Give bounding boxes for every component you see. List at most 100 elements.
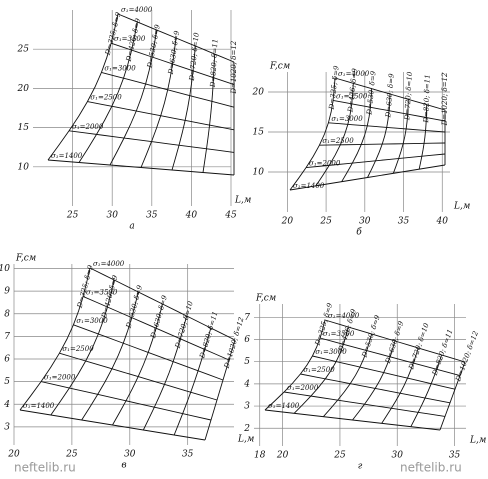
x-tick-label: 40 — [436, 217, 449, 227]
y-tick-label: 25 — [17, 45, 30, 55]
d-label: D=630; δ=9 — [167, 30, 182, 76]
panel-label: в — [121, 461, 126, 471]
sigma-label: σ₁=3000 — [331, 115, 363, 123]
sigma-label: σ₁=3000 — [104, 64, 136, 72]
d-label: D=426; δ=9 — [100, 274, 120, 320]
mesh-line — [204, 339, 236, 441]
sigma-label: σ₁=3000 — [76, 317, 108, 325]
mesh-line — [202, 53, 216, 173]
x-tick-label: 30 — [124, 450, 136, 460]
mesh-line — [439, 361, 466, 431]
sigma-label: σ₁=3500 — [323, 330, 355, 338]
sigma-label: σ₁=3500 — [336, 92, 368, 100]
d-label: D=530; δ=9 — [146, 23, 162, 69]
sigma-label: σ₁=2000 — [287, 384, 319, 392]
d-label: D=530; δ=9 — [125, 284, 145, 330]
x-axis-label: L,м — [469, 436, 486, 446]
x-tick-label: 30 — [359, 217, 371, 227]
d-label: D=720; δ=10 — [188, 32, 201, 83]
d-label: D=325; δ=9 — [76, 264, 95, 310]
x-tick-label: 35 — [449, 451, 461, 461]
sigma-label: σ₁=4000 — [121, 6, 153, 14]
mesh-line — [109, 29, 158, 166]
d-label: D=820; δ=11 — [209, 39, 220, 89]
y-tick-label: 10 — [253, 168, 265, 178]
y-tick-label: 7 — [4, 332, 10, 342]
sigma-label: σ₁=1400 — [51, 152, 83, 160]
d-label: D=325; δ=9 — [328, 65, 341, 111]
x-tick-label: 35 — [398, 217, 410, 227]
y-axis-label: F,см — [15, 254, 36, 264]
x-tick-label: 45 — [224, 211, 237, 221]
mesh-line — [171, 45, 196, 171]
watermark: neftelib.ru — [14, 461, 76, 475]
d-label: D=820; δ=11 — [422, 74, 432, 124]
y-tick-label: 7 — [244, 313, 250, 323]
sigma-label: σ₁=2500 — [62, 345, 94, 353]
y-tick-label: 3 — [244, 402, 250, 412]
y-tick-label: 15 — [18, 123, 30, 133]
sigma-label: σ₁=2000 — [72, 123, 104, 131]
watermark: neftelib.ru — [400, 461, 462, 475]
y-tick-label: 15 — [253, 128, 265, 138]
x-tick-label: 25 — [319, 217, 332, 227]
x-tick-label: 35 — [182, 450, 194, 460]
y-tick-label: 20 — [17, 84, 30, 94]
panel-label: г — [358, 462, 363, 472]
mesh-line — [381, 347, 419, 424]
y-tick-label: 10 — [18, 162, 30, 172]
x-tick-label: 18 — [254, 451, 266, 461]
y-axis-label: F,см — [269, 62, 290, 72]
x-axis-label: L,м — [453, 202, 470, 212]
x-tick-label: 20 — [7, 450, 20, 460]
d-label: D=720; δ=10 — [407, 322, 431, 372]
x-tick-label: 35 — [146, 211, 158, 221]
sigma-label: σ₁=3500 — [114, 35, 146, 43]
y-tick-label: 20 — [252, 88, 265, 98]
mesh-line — [315, 83, 354, 187]
mesh-line — [352, 340, 396, 421]
mesh-line — [410, 354, 443, 427]
y-tick-label: 6 — [244, 335, 250, 345]
x-tick-label: 30 — [392, 451, 404, 461]
sigma-label: σ₁=2500 — [303, 366, 335, 374]
sigma-label: σ₁=2000 — [309, 160, 341, 168]
d-label: D=720; δ=10 — [403, 71, 414, 121]
mesh-line — [173, 327, 212, 436]
sigma-label: σ₁=3000 — [315, 348, 347, 356]
mesh-line — [78, 21, 138, 163]
mesh-line — [47, 13, 119, 161]
y-tick-label: 6 — [4, 355, 10, 365]
x-tick-label: 25 — [65, 450, 78, 460]
y-tick-label: 5 — [244, 357, 250, 367]
mesh-line — [293, 326, 349, 414]
d-label: D=1020; δ=12 — [441, 72, 449, 126]
mesh-line — [289, 77, 336, 191]
d-label: D=720; δ=10 — [173, 300, 194, 350]
x-axis-label: L,м — [234, 196, 251, 206]
y-tick-label: 10 — [0, 264, 10, 274]
d-label: D=1020; δ=12 — [222, 316, 245, 370]
x-tick-label: 25 — [333, 451, 346, 461]
y-tick-label: 4 — [3, 400, 10, 410]
mesh-line — [264, 319, 326, 411]
mesh-line — [418, 104, 428, 170]
sigma-label: σ₁=3500 — [86, 288, 118, 296]
sigma-label: σ₁=2500 — [90, 94, 122, 102]
y-tick-label: 4 — [243, 379, 250, 389]
d-label: D=1020; δ=12 — [230, 40, 238, 94]
mesh-line — [341, 88, 373, 182]
d-label: D=325; δ=9 — [104, 11, 123, 57]
x-tick-label: 40 — [185, 211, 198, 221]
x-tick-label: 20 — [276, 451, 289, 461]
y-tick-label: 9 — [4, 287, 10, 297]
mesh-line — [140, 37, 177, 168]
panel-label: а — [129, 222, 134, 232]
mesh-line — [19, 267, 91, 411]
x-tick-label: 25 — [66, 211, 79, 221]
mesh-line — [81, 291, 139, 421]
mesh-line — [50, 279, 115, 416]
mesh-line — [367, 93, 391, 178]
sigma-label: σ₁=1400 — [23, 402, 55, 410]
